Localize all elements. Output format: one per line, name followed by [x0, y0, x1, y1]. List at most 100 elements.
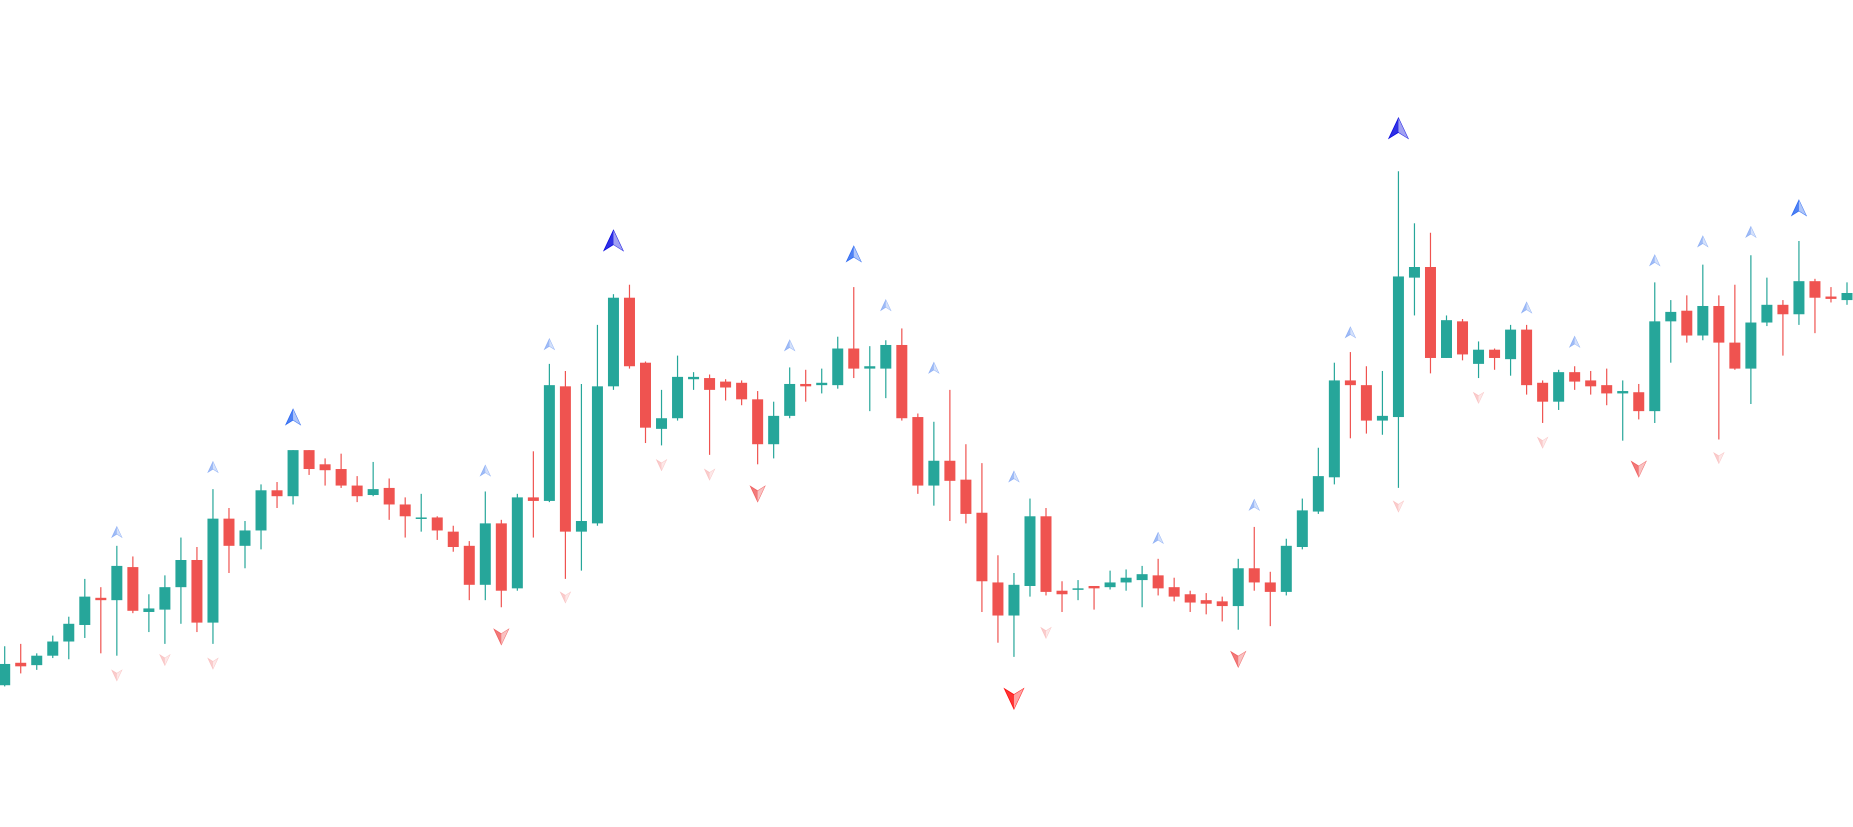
- signal-arrow-shade: [1046, 627, 1051, 639]
- candle-body: [1136, 574, 1148, 581]
- signal-arrow-shade: [853, 246, 861, 262]
- candle-body: [800, 383, 812, 387]
- signal-arrow-shade: [1542, 437, 1548, 448]
- candle-body: [1569, 372, 1581, 382]
- candle-body: [223, 518, 235, 546]
- signal-arrow-shade: [1702, 236, 1708, 247]
- signal-arrow-shade: [1013, 471, 1019, 482]
- candle-body: [63, 623, 75, 642]
- signal-arrow-shade: [1478, 392, 1484, 403]
- candle-body: [415, 517, 427, 519]
- candle-body: [1809, 281, 1821, 298]
- candle-body: [720, 381, 732, 388]
- signal-arrow-shade: [661, 460, 667, 471]
- candle-body: [159, 587, 171, 610]
- signal-arrow-shade: [549, 338, 555, 350]
- signal-arrow-shade: [1398, 501, 1404, 512]
- candle-body: [896, 344, 908, 419]
- candle-body: [832, 348, 844, 386]
- signal-arrow-shade: [164, 655, 170, 666]
- candle-body: [1200, 600, 1212, 604]
- candle-body: [575, 521, 587, 532]
- signal-arrow-shade: [212, 658, 218, 669]
- candle-body: [1553, 372, 1565, 402]
- candle-body: [864, 366, 876, 369]
- candle-body: [992, 582, 1004, 616]
- candle-body: [479, 523, 491, 585]
- signal-arrow-shade: [501, 629, 509, 645]
- candle-body: [1713, 305, 1725, 343]
- candle-body: [1585, 380, 1597, 387]
- candle-body: [1344, 380, 1356, 386]
- candle-body: [319, 464, 331, 471]
- candle-body: [463, 545, 475, 585]
- candle-body: [1328, 380, 1340, 478]
- candle-body: [47, 641, 59, 656]
- signal-arrow-shade: [212, 461, 218, 473]
- candle-body: [239, 530, 251, 546]
- candle-body: [1601, 385, 1613, 394]
- candle-body: [399, 504, 411, 517]
- candle-body: [303, 450, 315, 470]
- candle-body: [1216, 601, 1228, 607]
- candle-body: [944, 460, 956, 481]
- signal-arrow-shade: [116, 670, 122, 681]
- candle-body: [287, 450, 299, 497]
- candle-body: [1024, 516, 1036, 586]
- candle-body: [1280, 545, 1292, 592]
- candle-body: [704, 378, 716, 390]
- candle-body: [127, 567, 139, 611]
- signal-arrow-shade: [709, 469, 715, 480]
- candle-body: [1296, 510, 1308, 548]
- candle-body: [431, 517, 443, 531]
- candle-body: [1777, 304, 1789, 315]
- candle-body: [960, 479, 972, 514]
- candle-body: [1745, 322, 1757, 369]
- candle-body: [111, 565, 123, 601]
- candle-body: [1441, 320, 1452, 358]
- candle-body: [1408, 267, 1420, 278]
- candle-body: [15, 662, 27, 667]
- candle-body: [1633, 392, 1645, 412]
- candle-body: [527, 497, 539, 501]
- candle-body: [1537, 382, 1549, 402]
- candle-body: [591, 386, 603, 524]
- candle-body: [495, 523, 507, 591]
- candle-body: [912, 417, 924, 486]
- candle-body: [1168, 587, 1180, 597]
- signal-arrow-shade: [1398, 117, 1409, 139]
- candle-body: [607, 297, 619, 387]
- candle-body: [1617, 391, 1629, 394]
- candle-body: [1120, 577, 1132, 583]
- candle-body: [1264, 582, 1276, 592]
- candle-body: [656, 418, 668, 429]
- candle-body: [1665, 311, 1677, 322]
- candle-body: [1841, 292, 1853, 301]
- candle-body: [1489, 349, 1501, 358]
- candle-body: [1473, 349, 1485, 364]
- candle-body: [351, 485, 363, 497]
- signal-arrow-shade: [1638, 461, 1646, 477]
- candle-body: [1040, 516, 1052, 592]
- candle-body: [271, 490, 283, 497]
- candle-body: [31, 655, 43, 666]
- candle-body: [880, 344, 892, 369]
- candle-body: [1521, 329, 1533, 386]
- signal-arrow-shade: [565, 592, 571, 603]
- candle-body: [143, 608, 155, 612]
- candle-body: [1729, 342, 1741, 369]
- signal-arrow-shade: [789, 340, 795, 351]
- candle-body: [1008, 584, 1020, 616]
- candle-body: [1056, 590, 1068, 595]
- signal-arrow-shade: [293, 409, 301, 425]
- candle-body: [736, 382, 748, 400]
- candle-body: [768, 415, 780, 445]
- candle-body: [688, 376, 700, 380]
- candle-body: [1424, 267, 1436, 358]
- candle-body: [207, 518, 219, 623]
- signal-arrow-shade: [1654, 255, 1660, 266]
- candle-body: [0, 663, 11, 686]
- candle-body: [95, 597, 107, 601]
